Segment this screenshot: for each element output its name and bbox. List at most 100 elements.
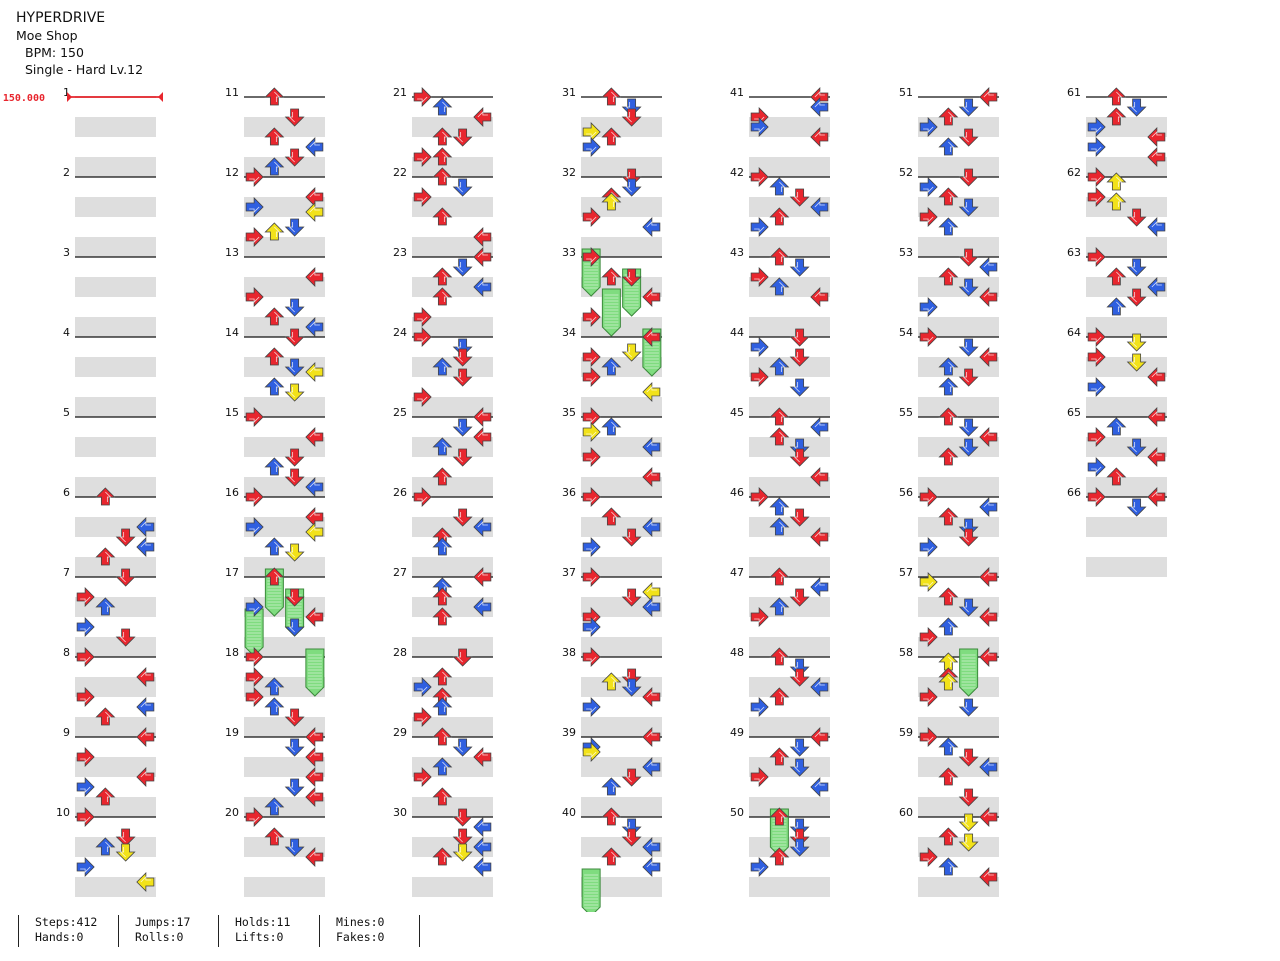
arrow-body <box>938 507 959 526</box>
arrow-up-icon <box>1126 498 1147 517</box>
arrow-body <box>750 217 769 237</box>
measure-number: 23 <box>393 246 407 259</box>
beat-band <box>581 277 662 297</box>
arrow-highlight <box>962 602 969 613</box>
arrow-left-icon <box>413 147 432 167</box>
arrow-body <box>264 87 285 106</box>
arrow-highlight <box>442 211 449 222</box>
arrow-body <box>1087 117 1106 137</box>
arrow-left-icon <box>750 487 769 507</box>
arrow-highlight <box>814 201 825 208</box>
arrow-highlight <box>625 532 632 543</box>
beat-band <box>918 357 999 377</box>
arrow-highlight <box>249 526 260 533</box>
arrow-highlight <box>948 221 955 232</box>
arrow-highlight <box>962 752 969 763</box>
measure-number: 52 <box>899 166 913 179</box>
arrow-up-icon <box>452 448 473 467</box>
arrow-highlight <box>456 652 463 663</box>
arrow-highlight <box>1130 337 1137 348</box>
arrow-body <box>245 407 264 427</box>
arrow-body <box>582 307 601 327</box>
arrow-down-icon <box>769 567 790 586</box>
arrow-highlight <box>1116 271 1123 282</box>
arrow-highlight <box>611 196 618 207</box>
arrow-down-icon <box>769 277 790 296</box>
arrow-body <box>284 328 305 347</box>
beat-band <box>412 637 493 657</box>
arrow-down-icon <box>432 207 453 226</box>
beat-band <box>918 717 999 737</box>
arrow-up-icon <box>789 258 810 277</box>
arrow-highlight <box>249 496 260 503</box>
arrow-highlight <box>1091 436 1102 443</box>
arrow-highlight <box>417 96 428 103</box>
arrow-down-icon <box>264 677 285 696</box>
arrow-down-icon <box>264 347 285 366</box>
arrow-highlight <box>814 421 825 428</box>
arrow-highlight <box>417 776 428 783</box>
arrow-left-icon <box>245 197 264 217</box>
arrow-left-icon <box>413 87 432 107</box>
arrow-highlight <box>309 481 320 488</box>
arrow-down-icon <box>264 827 285 846</box>
arrow-highlight <box>477 841 488 848</box>
arrow-highlight <box>456 262 463 273</box>
arrow-body <box>452 508 473 527</box>
beat-band <box>581 877 662 897</box>
measure-number: 35 <box>562 406 576 419</box>
measure-number: 18 <box>225 646 239 659</box>
arrow-highlight <box>1116 471 1123 482</box>
arrow-body <box>76 587 95 607</box>
beat-band <box>412 157 493 177</box>
arrow-body <box>750 267 769 287</box>
arrow-body <box>473 857 492 877</box>
beat-band <box>412 557 493 577</box>
measure-18: 18 <box>225 646 325 737</box>
arrow-body <box>958 748 979 767</box>
arrow-down-icon <box>432 467 453 486</box>
arrow-highlight <box>1151 281 1162 288</box>
arrow-body <box>642 217 661 237</box>
arrow-left-icon <box>413 387 432 407</box>
arrow-highlight <box>793 842 800 853</box>
arrow-body <box>750 337 769 357</box>
arrow-highlight <box>779 281 786 292</box>
arrow-body <box>958 528 979 547</box>
song-artist: Moe Shop <box>16 28 78 43</box>
arrow-body <box>1147 407 1166 427</box>
arrow-highlight <box>80 656 91 663</box>
arrow-right-icon <box>642 757 661 777</box>
beat-band <box>749 517 830 537</box>
arrow-body <box>979 87 998 107</box>
arrow-down-icon <box>938 857 959 876</box>
arrow-highlight <box>948 511 955 522</box>
arrow-highlight <box>1116 421 1123 432</box>
arrow-body <box>642 327 661 347</box>
arrow-body <box>621 668 642 687</box>
measure-number: 12 <box>225 166 239 179</box>
arrow-down-icon <box>938 767 959 786</box>
measure-42: 42 <box>730 166 830 257</box>
arrow-down-icon <box>769 207 790 226</box>
arrow-body <box>284 383 305 402</box>
arrow-highlight <box>288 842 295 853</box>
arrow-body <box>979 287 998 307</box>
arrow-down-icon <box>601 417 622 436</box>
arrow-body <box>284 838 305 857</box>
arrow-body <box>938 447 959 466</box>
arrow-highlight <box>1091 146 1102 153</box>
arrow-body <box>958 698 979 717</box>
arrow-body <box>938 357 959 376</box>
arrow-body <box>245 487 264 507</box>
arrow-body <box>958 128 979 147</box>
beat-band <box>581 117 662 137</box>
arrow-highlight <box>80 756 91 763</box>
arrow-body <box>473 517 492 537</box>
arrow-highlight <box>1151 451 1162 458</box>
arrow-left-icon <box>76 807 95 827</box>
arrow-right-icon <box>642 327 661 347</box>
arrow-body <box>601 357 622 376</box>
arrow-left-icon <box>76 587 95 607</box>
arrow-highlight <box>1091 126 1102 133</box>
